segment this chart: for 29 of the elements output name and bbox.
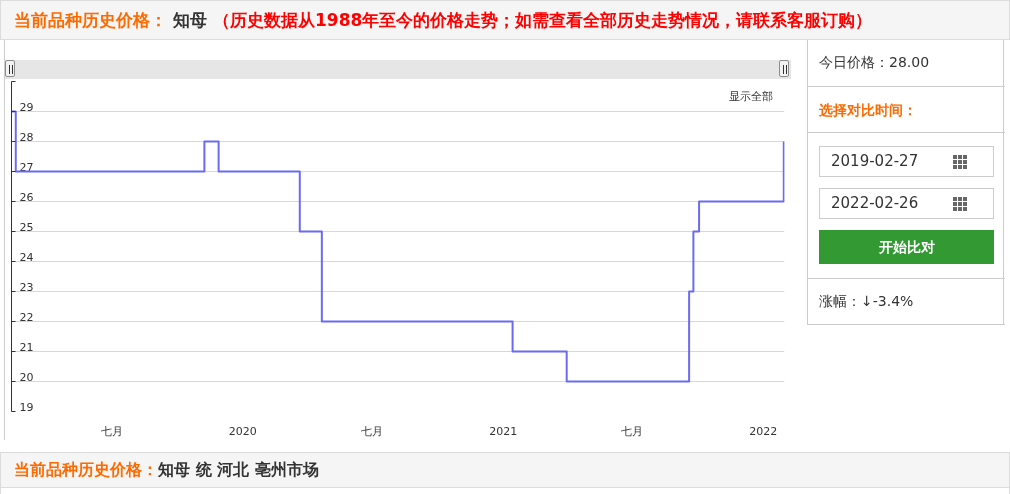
y-tick-label: 22	[19, 310, 34, 324]
x-tick-label: 七月	[100, 424, 123, 438]
text: 今日价格：28.00	[819, 53, 930, 72]
annotation: 显示全部	[728, 90, 773, 103]
y-tick-label: 24	[19, 250, 34, 264]
text: （历史数据从1988年至今的价格走势；如需查看全部历史走势情况，请联系客服订购）	[213, 10, 873, 30]
x-tick-label: 2020	[228, 424, 257, 438]
y-tick-label: 29	[19, 100, 34, 114]
text: 涨幅：↓-3.4%	[819, 292, 914, 311]
chart-subtitle: 知母	[173, 10, 207, 30]
y-tick-label: 20	[19, 370, 34, 384]
text: 开始比对	[819, 230, 994, 264]
y-tick-label: 26	[19, 190, 34, 204]
y-tick-label: 19	[19, 400, 34, 414]
x-tick-label: 七月	[361, 424, 384, 438]
text: 当前品种历史价格：	[14, 460, 158, 479]
text: 选择对比时间：	[819, 101, 917, 120]
x-tick-label: 2021	[489, 424, 518, 438]
y-tick-label: 23	[19, 280, 34, 294]
chart-title: 当前品种历史价格：	[14, 10, 167, 30]
y-tick-label: 28	[19, 130, 34, 144]
text: 2019-02-27	[819, 146, 994, 177]
text: 2022-02-26	[819, 188, 994, 219]
y-tick-label: 21	[19, 340, 34, 354]
y-tick-label: 25	[19, 220, 34, 234]
text: 知母 统 河北 亳州市场	[158, 460, 319, 479]
x-tick-label: 七月	[621, 424, 644, 438]
x-tick-label: 2022	[749, 424, 778, 438]
y-tick-label: 27	[19, 160, 34, 174]
